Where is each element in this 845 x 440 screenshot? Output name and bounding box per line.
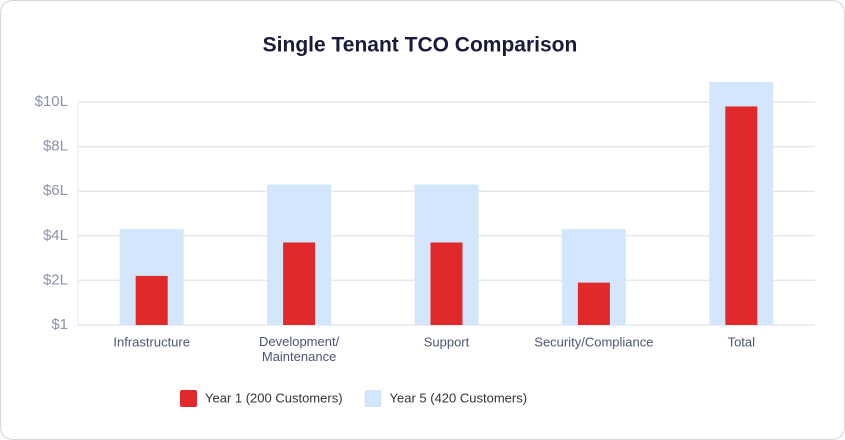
legend-label[interactable]: Year 1 (200 Customers)	[205, 390, 343, 405]
y-tick-label: $2L	[43, 271, 68, 288]
y-tick-label: $1	[51, 316, 68, 333]
x-tick-label: Total	[728, 334, 756, 349]
legend-swatch[interactable]	[180, 390, 197, 407]
x-tick-label: Infrastructure	[113, 334, 190, 349]
bar	[725, 106, 758, 326]
y-tick-label: $6L	[43, 182, 68, 199]
bar	[577, 282, 610, 325]
bar	[283, 242, 316, 325]
bar	[135, 275, 168, 325]
x-tick-label: Security/Compliance	[534, 334, 653, 349]
y-tick-label: $8L	[43, 138, 68, 155]
y-tick-label: $4L	[43, 227, 68, 244]
bar	[430, 242, 463, 325]
x-tick-label: Support	[424, 334, 470, 349]
x-tick-label: Development/Maintenance	[259, 334, 340, 364]
y-tick-label: $10L	[35, 93, 68, 110]
legend-label[interactable]: Year 5 (420 Customers)	[390, 390, 528, 405]
legend-swatch[interactable]	[364, 390, 382, 407]
chart-title: Single Tenant TCO Comparison	[263, 34, 578, 57]
